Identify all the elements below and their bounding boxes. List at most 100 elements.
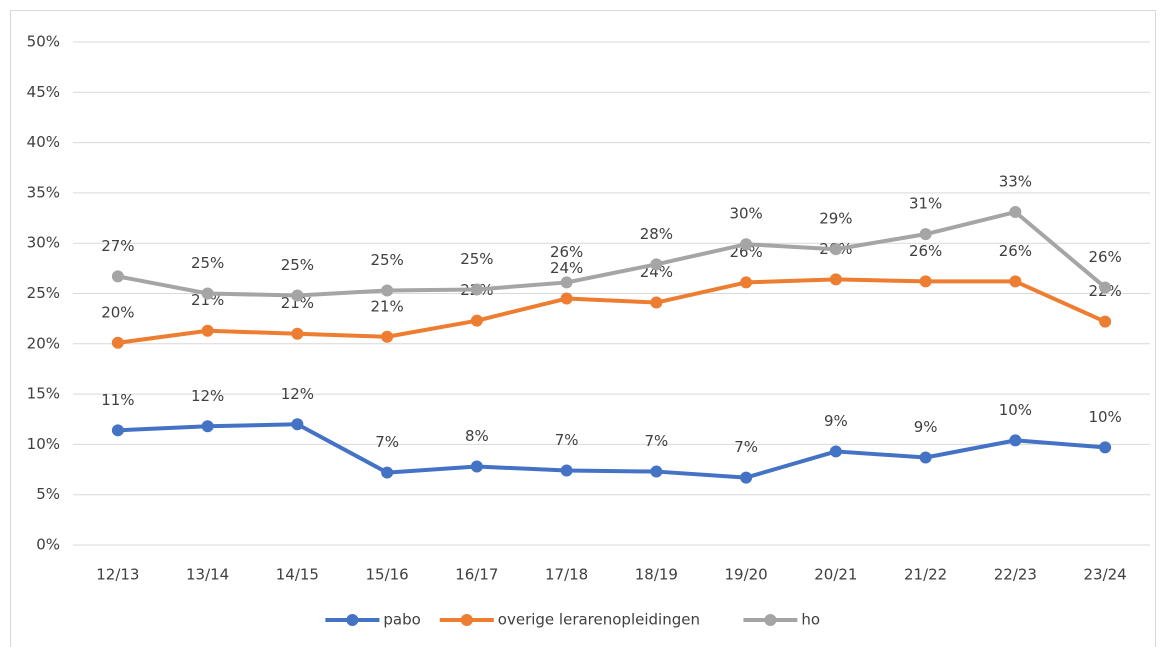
y-tick-label: 10%	[27, 435, 60, 453]
x-tick-label: 13/14	[186, 566, 229, 584]
series-line	[117, 277, 1106, 345]
legend-marker	[460, 614, 473, 626]
data-label: 25%	[370, 251, 403, 269]
data-label: 29%	[819, 210, 852, 228]
data-label: 26%	[550, 243, 583, 261]
point	[111, 270, 124, 283]
y-tick-label: 35%	[27, 183, 60, 201]
point	[560, 464, 573, 477]
point	[740, 276, 753, 289]
point	[740, 238, 753, 251]
point	[381, 284, 394, 297]
point	[1009, 434, 1022, 447]
data-label: 20%	[101, 303, 134, 321]
point	[829, 243, 842, 256]
chart-border	[10, 10, 1156, 647]
y-tick-label: 15%	[27, 385, 60, 403]
y-tick-label: 25%	[27, 284, 60, 302]
x-tick-label: 15/16	[366, 566, 409, 584]
legend-marker	[346, 614, 359, 626]
series-line	[117, 422, 1106, 480]
y-tick-label: 50%	[27, 33, 60, 51]
point	[740, 471, 753, 484]
point	[829, 445, 842, 458]
data-label: 7%	[734, 438, 758, 456]
y-tick-label: 20%	[27, 334, 60, 352]
point	[470, 314, 483, 327]
point	[291, 327, 304, 340]
y-tick-label: 0%	[36, 536, 60, 554]
data-label: 8%	[465, 427, 489, 445]
x-tick-label: 21/22	[904, 566, 947, 584]
data-label: 25%	[191, 254, 224, 272]
x-tick-label: 19/20	[725, 566, 768, 584]
point	[919, 275, 932, 288]
data-label: 11%	[101, 391, 134, 409]
point	[291, 289, 304, 302]
point	[381, 466, 394, 479]
data-label: 26%	[999, 242, 1032, 260]
x-tick-label: 23/24	[1084, 566, 1127, 584]
point	[201, 287, 214, 300]
data-label: 28%	[640, 225, 673, 243]
point	[829, 273, 842, 286]
point	[201, 420, 214, 433]
data-label: 25%	[460, 250, 493, 268]
point	[560, 292, 573, 305]
data-label: 21%	[281, 294, 314, 312]
data-label: 30%	[729, 205, 762, 223]
data-label: 21%	[191, 291, 224, 309]
series-line	[117, 210, 1107, 298]
data-label: 10%	[1088, 408, 1121, 426]
legend-label: overige lerarenopleidingen	[498, 611, 700, 629]
data-label: 7%	[644, 432, 668, 450]
data-label: 7%	[375, 433, 399, 451]
data-label: 26%	[1088, 248, 1121, 266]
legend-label: ho	[801, 611, 820, 629]
point	[470, 283, 483, 296]
y-tick-label: 30%	[27, 234, 60, 252]
data-label: 33%	[999, 173, 1032, 191]
point	[111, 336, 124, 349]
x-tick-label: 14/15	[276, 566, 319, 584]
data-label: 10%	[999, 401, 1032, 419]
data-label: 26%	[909, 242, 942, 260]
point	[291, 418, 304, 431]
data-label: 9%	[824, 412, 848, 430]
point	[919, 451, 932, 464]
data-label: 12%	[281, 385, 314, 403]
y-tick-label: 45%	[27, 83, 60, 101]
data-label: 12%	[191, 387, 224, 405]
point	[1099, 281, 1112, 294]
point	[560, 276, 573, 289]
x-tick-label: 22/23	[994, 566, 1037, 584]
y-tick-label: 5%	[36, 485, 60, 503]
point	[381, 330, 394, 343]
data-label: 31%	[909, 195, 942, 213]
legend-label: pabo	[383, 611, 420, 629]
x-tick-label: 16/17	[455, 566, 498, 584]
data-label: 24%	[550, 259, 583, 277]
point	[1009, 275, 1022, 288]
point	[919, 228, 932, 241]
data-label: 21%	[370, 297, 403, 315]
x-tick-label: 20/21	[814, 566, 857, 584]
legend-marker	[764, 614, 777, 626]
point	[1009, 206, 1022, 219]
data-label: 9%	[914, 418, 938, 436]
point	[111, 424, 124, 437]
point	[650, 465, 663, 478]
data-label: 7%	[555, 431, 579, 449]
point	[1099, 315, 1112, 328]
x-tick-label: 18/19	[635, 566, 678, 584]
data-label: 27%	[101, 237, 134, 255]
data-label: 25%	[281, 256, 314, 274]
point	[1099, 441, 1112, 454]
point	[650, 258, 663, 271]
point	[650, 296, 663, 309]
point	[201, 324, 214, 337]
point	[470, 460, 483, 473]
x-tick-label: 17/18	[545, 566, 588, 584]
x-tick-label: 12/13	[96, 566, 139, 584]
